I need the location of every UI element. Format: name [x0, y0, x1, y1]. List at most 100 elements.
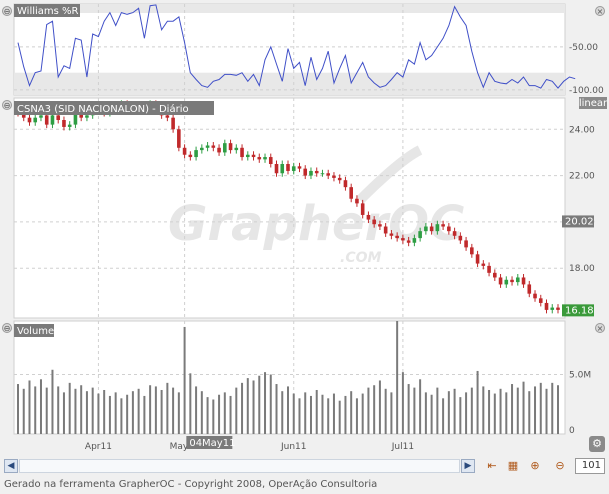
zoom-fit-icon[interactable]: ⇤: [487, 459, 497, 472]
candle: [544, 299, 549, 314]
volume-bar: [195, 386, 198, 434]
price-panel[interactable]: [13, 97, 566, 319]
candle: [406, 236, 411, 247]
volume-bar: [309, 395, 312, 434]
price-tick-label: 22.00: [569, 172, 595, 182]
volume-collapse-icon[interactable]: [2, 323, 12, 333]
volume-bar: [401, 372, 404, 434]
volume-bar: [108, 395, 111, 434]
footer-credit: Gerado na ferramenta GrapherOC - Copyrig…: [4, 479, 378, 490]
candle: [188, 151, 193, 161]
price-collapse-icon[interactable]: [2, 100, 12, 110]
x-tick-label: Jul11: [391, 442, 414, 452]
volume-bar: [200, 391, 203, 434]
price-candles: [16, 100, 560, 314]
volume-bar: [114, 392, 117, 434]
scrollbar-track[interactable]: [19, 459, 460, 473]
candle: [470, 243, 474, 258]
volume-bar: [292, 393, 295, 434]
volume-bar: [476, 370, 479, 434]
svg-text:04May11: 04May11: [189, 438, 235, 449]
scroll-right-button[interactable]: ▶: [461, 459, 475, 473]
candle: [458, 232, 463, 244]
candle: [504, 276, 509, 288]
zoom-out-icon[interactable]: ⊖: [555, 459, 565, 472]
volume-bar: [344, 395, 347, 434]
candle: [228, 139, 233, 154]
candle: [33, 114, 38, 126]
candle: [533, 290, 537, 302]
volume-bar: [68, 382, 71, 434]
candle: [343, 176, 348, 191]
watermark-sub: .COM: [340, 250, 381, 266]
volume-bar: [149, 385, 152, 434]
candle: [378, 220, 382, 230]
candle: [303, 165, 308, 180]
williams-collapse-icon[interactable]: [2, 6, 12, 16]
svg-text:20.02: 20.02: [565, 216, 594, 227]
volume-bar: [453, 388, 456, 434]
volume-bar: [45, 387, 48, 434]
volume-bar: [419, 379, 422, 434]
candle: [297, 162, 302, 173]
volume-bar: [396, 321, 399, 434]
volume-bar: [126, 394, 129, 434]
volume-bar: [218, 394, 221, 434]
candle: [510, 276, 514, 286]
volume-bar: [206, 397, 209, 434]
volume-bar: [430, 394, 433, 434]
volume-bar: [131, 391, 134, 434]
candle: [424, 223, 428, 235]
scroll-left-button[interactable]: ◀: [4, 459, 18, 473]
candle: [550, 304, 555, 314]
candle: [429, 223, 434, 235]
volume-bar: [534, 386, 537, 434]
candle: [487, 262, 491, 277]
zoom-in-icon[interactable]: ⊕: [530, 459, 540, 472]
candle: [418, 227, 422, 242]
svg-text:⊖: ⊖: [4, 101, 11, 110]
volume-bar: [298, 398, 301, 434]
current-price-marker: 16.18: [562, 304, 594, 317]
volume-bar: [390, 392, 393, 434]
volume-bar: [103, 389, 106, 434]
candle: [355, 195, 359, 207]
williams-tick-label: -50.00: [569, 43, 598, 53]
scale-toggle-button[interactable]: [579, 97, 607, 109]
volume-bar: [80, 385, 83, 434]
candle: [245, 151, 250, 161]
chart-image-icon[interactable]: ▦: [507, 459, 519, 472]
volume-bar: [407, 384, 410, 434]
volume-bar: [212, 399, 215, 434]
volume-bar: [137, 388, 140, 434]
volume-bar: [436, 387, 439, 434]
williams-close-icon[interactable]: [595, 6, 605, 16]
volume-bar: [304, 392, 307, 434]
candle: [67, 121, 72, 131]
volume-bar: [22, 388, 25, 434]
price-tick-label: 18.00: [569, 264, 595, 274]
candle: [286, 160, 290, 175]
volume-bar: [327, 398, 330, 434]
volume-bar: [424, 392, 427, 434]
volume-bar: [39, 379, 42, 434]
candle: [337, 174, 342, 184]
last-price-marker: 20.02: [562, 215, 594, 228]
volume-bar: [241, 382, 244, 434]
settings-icon[interactable]: ⚙: [589, 436, 605, 452]
volume-close-icon[interactable]: [595, 323, 605, 333]
volume-panel[interactable]: [13, 320, 566, 435]
volume-bar: [120, 398, 123, 434]
williams-oversold-band: [14, 72, 565, 95]
zoom-input[interactable]: 101: [575, 458, 605, 474]
volume-bars: [17, 321, 559, 434]
svg-text:16.18: 16.18: [565, 305, 594, 316]
candle: [309, 167, 313, 180]
candle: [498, 274, 503, 288]
volume-bar: [465, 392, 468, 434]
volume-bar: [539, 382, 542, 434]
candle: [383, 223, 388, 237]
volume-bar: [499, 388, 502, 434]
